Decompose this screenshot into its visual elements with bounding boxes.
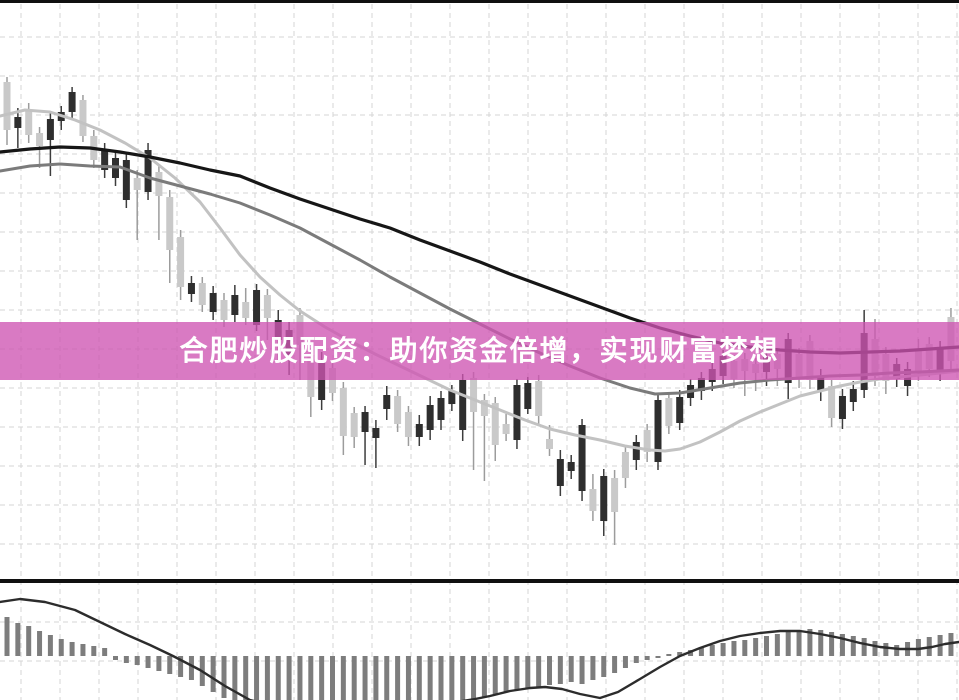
panel-separator <box>0 579 959 583</box>
banner-title: 合肥炒股配资：助你资金倍增，实现财富梦想 <box>179 335 780 366</box>
candles <box>3 77 955 545</box>
macd-signal-line <box>0 597 959 700</box>
macd-histogram <box>4 617 954 700</box>
top-border <box>0 0 959 3</box>
promo-banner: 合肥炒股配资：助你资金倍增，实现财富梦想 <box>0 322 959 380</box>
ma-fast-light <box>0 108 959 453</box>
